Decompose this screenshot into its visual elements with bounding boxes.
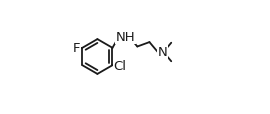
Text: Cl: Cl	[113, 59, 126, 72]
Text: F: F	[72, 42, 80, 55]
Text: N: N	[158, 46, 167, 59]
Text: NH: NH	[116, 31, 136, 44]
